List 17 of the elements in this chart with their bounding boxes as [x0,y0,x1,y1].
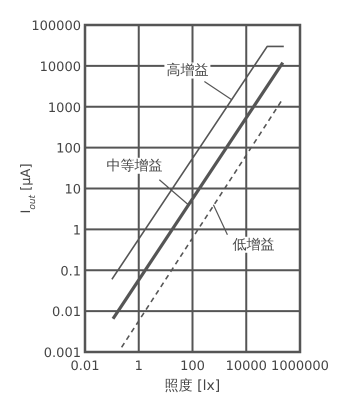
y-tick-label: 100 [56,142,81,157]
y-tick-label: 100000 [31,19,81,34]
y-tick-label: 0.1 [60,264,81,280]
y-tick-label: 10000 [40,60,81,75]
y-tick-label: 10 [64,182,81,198]
x-tick-label: 100 [180,359,205,374]
y-tick-label: 0.001 [44,346,81,361]
y-tick-label: 0.01 [52,305,81,320]
y-tick-label: 1000 [48,100,81,116]
x-tick-label: 1 [134,359,143,374]
x-tick-label: 1000000 [271,359,329,374]
annotation: 低增益 [232,236,274,253]
y-tick-label: 1 [72,223,81,238]
annotation: 高增益 [166,62,208,79]
annotation: 中等增益 [106,158,162,174]
x-tick-label: 10000 [226,359,267,374]
x-axis-title: 照度 [lx] [164,378,220,394]
